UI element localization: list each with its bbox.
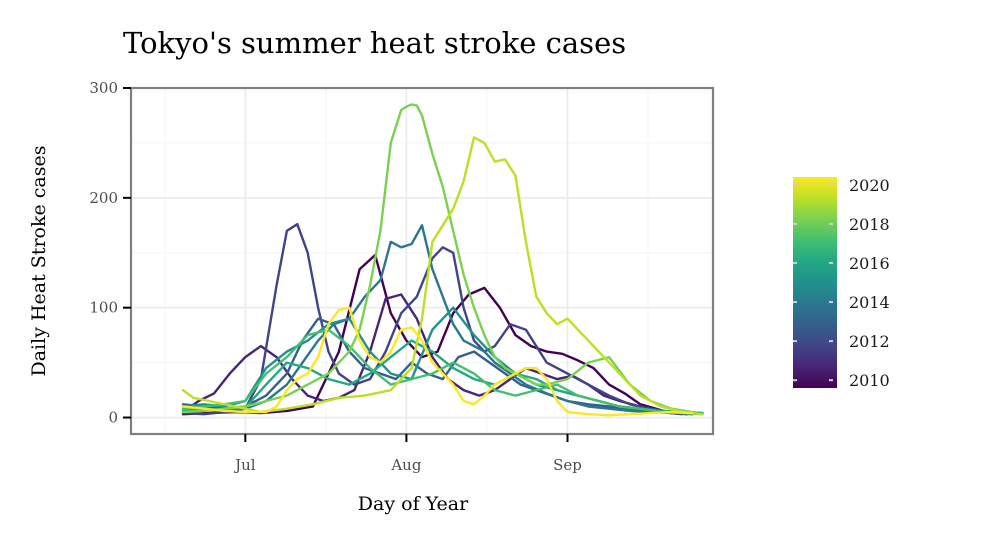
- x-tick-label-jul: Jul: [233, 456, 256, 474]
- series-line-2014: [181, 224, 694, 416]
- plot-background: [131, 88, 713, 434]
- series-line-2019: [181, 136, 704, 416]
- x-axis-title: Day of Year: [358, 493, 469, 515]
- colorbar-ticks: 2010 2012 2014 2016 2018 2020: [793, 176, 890, 390]
- colorbar-label-2010: 2010: [849, 371, 890, 390]
- y-tick-label-100: 100: [89, 299, 118, 317]
- x-tick-label-sep: Sep: [553, 456, 582, 474]
- y-tick-label-300: 300: [89, 79, 118, 97]
- colorbar-label-2020: 2020: [849, 176, 890, 195]
- series-line-2012: [181, 222, 694, 416]
- series-line-2018: [181, 103, 694, 414]
- series-line-2017: [181, 328, 704, 416]
- series-line-2020: [181, 306, 694, 417]
- series-lines: [181, 103, 704, 417]
- colorbar-label-2016: 2016: [849, 254, 890, 273]
- y-axis-title: Daily Heat Stroke cases: [28, 146, 50, 377]
- x-axis: Jul Aug Sep: [233, 434, 582, 474]
- x-tick-label-aug: Aug: [390, 456, 421, 474]
- colorbar-label-2014: 2014: [849, 293, 890, 312]
- y-tick-label-200: 200: [89, 189, 118, 207]
- colorbar-legend: 2010 2012 2014 2016 2018 2020: [793, 176, 890, 390]
- colorbar: [793, 177, 837, 388]
- y-axis: 0 100 200 300: [89, 79, 131, 427]
- plot-panel: [129, 86, 715, 436]
- colorbar-label-2012: 2012: [849, 332, 890, 351]
- chart-title: Tokyo's summer heat stroke cases: [123, 26, 626, 60]
- colorbar-label-2018: 2018: [849, 215, 890, 234]
- y-tick-label-0: 0: [108, 409, 118, 427]
- series-line-2013: [181, 317, 694, 415]
- panel-border: [129, 86, 715, 436]
